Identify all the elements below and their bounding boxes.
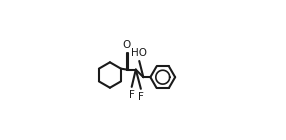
Text: F: F [138,92,144,102]
Text: O: O [123,40,131,50]
Text: F: F [128,90,134,100]
Text: HO: HO [131,48,147,58]
